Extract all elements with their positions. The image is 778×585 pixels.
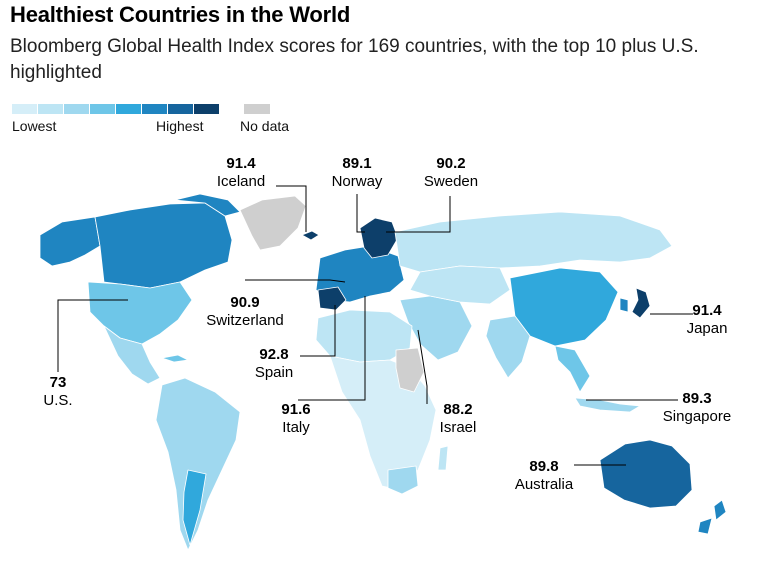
label-norway: 89.1 Norway <box>322 155 392 191</box>
chart-subtitle: Bloomberg Global Health Index scores for… <box>10 36 699 83</box>
label-switzerland: 90.9 Switzerland <box>195 294 295 330</box>
greenland-shape <box>239 195 307 251</box>
south-america-shape <box>155 377 241 551</box>
scale-swatch-6 <box>142 104 167 114</box>
label-italy: 91.6 Italy <box>268 401 324 437</box>
madagascar-shape <box>437 445 449 471</box>
label-us: 73 U.S. <box>30 374 86 410</box>
score-australia: 89.8 <box>529 458 559 475</box>
leader-us <box>57 299 128 372</box>
scale-swatch-5 <box>116 104 141 114</box>
argentina-shape <box>182 469 207 546</box>
central-asia-shape <box>409 265 511 305</box>
leader-italy <box>298 296 366 401</box>
usa-shape <box>87 281 193 345</box>
spain-shape <box>317 286 347 311</box>
label-spain: 92.8 Spain <box>244 346 304 382</box>
arctic-islands-shape <box>174 193 241 217</box>
score-spain: 92.8 <box>259 346 289 363</box>
canada-shape <box>94 202 233 289</box>
alaska-shape <box>39 216 101 267</box>
scale-swatch-2 <box>38 104 63 114</box>
legend-high-label: Highest <box>156 118 204 134</box>
label-sweden: 90.2 Sweden <box>414 155 488 191</box>
caribbean-shape <box>161 354 189 363</box>
scale-swatch-8 <box>194 104 219 114</box>
scandinavia-shape <box>359 217 399 259</box>
name-japan: Japan <box>686 320 728 337</box>
name-israel: Israel <box>439 419 477 436</box>
nodata-swatch <box>244 104 270 114</box>
score-israel: 88.2 <box>443 401 473 418</box>
name-italy: Italy <box>282 419 310 436</box>
name-spain: Spain <box>254 364 294 381</box>
score-japan: 91.4 <box>692 302 722 319</box>
iceland-shape <box>301 230 320 241</box>
leader-iceland <box>276 185 307 232</box>
leader-spain <box>300 305 336 357</box>
legend-low-label: Lowest <box>12 118 57 134</box>
mexico-shape <box>103 325 161 385</box>
name-switzerland: Switzerland <box>206 312 284 329</box>
name-australia: Australia <box>514 476 574 493</box>
name-us: U.S. <box>43 392 73 409</box>
korea-shape <box>619 297 629 313</box>
japan-shape <box>631 287 651 319</box>
scale-swatch-3 <box>64 104 89 114</box>
label-singapore: 89.3 Singapore <box>652 390 742 426</box>
scale-swatch-4 <box>90 104 115 114</box>
leader-sweden <box>386 196 451 233</box>
new-zealand-shape <box>713 499 727 521</box>
scale-swatch-7 <box>168 104 193 114</box>
color-scale-bar <box>12 104 220 114</box>
horn-of-africa-shape <box>395 347 425 393</box>
score-italy: 91.6 <box>281 401 311 418</box>
score-us: 73 <box>49 374 67 391</box>
leader-norway <box>356 194 365 233</box>
label-japan: 91.4 Japan <box>674 302 740 338</box>
indonesia-shape <box>574 397 641 413</box>
india-shape <box>485 315 531 379</box>
russia-shape <box>394 211 673 273</box>
label-australia: 89.8 Australia <box>504 458 584 494</box>
south-africa-shape <box>387 465 419 495</box>
australia-shape <box>599 439 693 509</box>
new-zealand-south-shape <box>697 517 713 535</box>
leader-israel <box>417 329 428 404</box>
name-sweden: Sweden <box>423 173 479 190</box>
chart-title: Healthiest Countries in the World <box>10 2 351 27</box>
name-norway: Norway <box>331 173 383 190</box>
score-norway: 89.1 <box>342 155 372 172</box>
southeast-asia-shape <box>554 345 591 393</box>
label-israel: 88.2 Israel <box>426 401 490 437</box>
name-singapore: Singapore <box>662 408 732 425</box>
label-iceland: 91.4 Iceland <box>206 155 276 191</box>
score-switzerland: 90.9 <box>230 294 260 311</box>
scale-swatch-1 <box>12 104 37 114</box>
leader-switzerland <box>245 279 346 283</box>
name-iceland: Iceland <box>216 173 266 190</box>
score-sweden: 90.2 <box>436 155 466 172</box>
score-singapore: 89.3 <box>682 390 712 407</box>
score-iceland: 91.4 <box>226 155 256 172</box>
legend-nodata-label: No data <box>240 118 290 134</box>
